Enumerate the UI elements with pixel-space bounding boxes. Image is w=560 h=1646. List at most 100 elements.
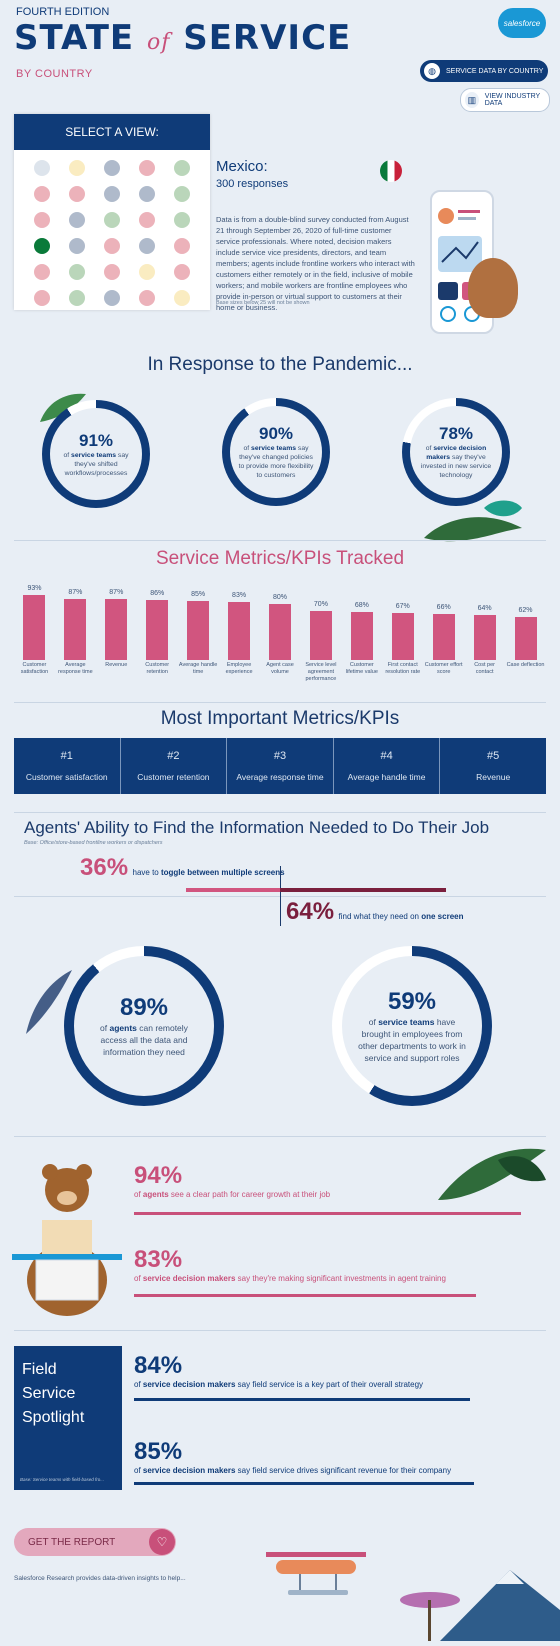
metric-bar-value: 70% — [313, 601, 328, 608]
view-industry-data-button[interactable]: ▥ VIEW INDUSTRY DATA — [460, 88, 550, 112]
kpi-rank: #4 — [380, 750, 393, 762]
country-flag-icon[interactable] — [174, 264, 191, 280]
kpi-cell: #5 Revenue — [440, 738, 546, 794]
metric-bar — [514, 616, 537, 660]
country-flag-icon[interactable] — [68, 212, 85, 228]
country-flag-icon[interactable] — [103, 264, 120, 280]
get-the-report-button[interactable]: GET THE REPORT ♡ — [14, 1528, 176, 1556]
pandemic-pct-1: 91% — [78, 430, 114, 450]
metric-category-label: Cost per contact — [474, 662, 495, 675]
metric-bar — [432, 613, 455, 660]
bear-mascot-illustration — [12, 1150, 122, 1325]
service-teams-text: of service teams have brought in employe… — [358, 1017, 466, 1063]
country-flag-icon[interactable] — [174, 186, 191, 202]
pandemic-heading: In Response to the Pandemic... — [147, 354, 413, 375]
agents-pct: 89% — [119, 994, 169, 1021]
career-pct-2: 83% — [134, 1246, 183, 1273]
toggle-stat: 36% have to toggle between multiple scre… — [80, 854, 285, 882]
seaplane-illustration — [266, 1530, 376, 1615]
pandemic-text-3: of service decision makers say they've i… — [420, 445, 492, 479]
country-flag-icon[interactable] — [103, 160, 120, 176]
mexico-flag-icon — [380, 160, 402, 182]
country-flag-icon[interactable] — [33, 264, 50, 280]
important-kpi-table: #1 Customer satisfaction #2 Customer retent… — [14, 738, 546, 794]
kpi-rank: #3 — [273, 750, 287, 762]
salesforce-logo[interactable]: salesforce — [498, 8, 546, 38]
country-flag-icon[interactable] — [68, 290, 85, 306]
agents-heading: Agents' Ability to Find the Information … — [24, 818, 490, 837]
service-data-by-country-button[interactable]: ◍ SERVICE DATA BY COUNTRY — [420, 60, 548, 82]
flag-grid — [14, 150, 210, 316]
field-pct-2: 85% — [134, 1438, 183, 1465]
country-flag-icon[interactable] — [174, 238, 191, 254]
get-report-label: GET THE REPORT — [28, 1536, 116, 1548]
metric-category-label: Average response time — [58, 662, 93, 675]
country-flag-icon[interactable] — [68, 160, 85, 176]
country-flag-icon[interactable] — [103, 238, 120, 254]
country-flag-icon[interactable] — [139, 186, 156, 202]
kpi-name: Revenue — [476, 772, 511, 782]
country-flag-icon[interactable] — [33, 212, 50, 228]
metric-bar-value: 67% — [395, 603, 410, 611]
country-flag-icon[interactable] — [139, 290, 156, 306]
metric-category-label: Agent case volume — [266, 662, 294, 675]
tropical-leaf-icon — [438, 1140, 548, 1215]
career-stat-1: 94% of agents see a clear path for caree… — [134, 1162, 330, 1199]
base-note: Base sizes below 25 will not be shown — [216, 300, 310, 306]
country-flag-icon[interactable] — [68, 264, 85, 280]
metric-bar-value: 85% — [191, 590, 206, 598]
country-flag-icon[interactable] — [174, 212, 191, 228]
country-flag-icon[interactable] — [68, 238, 85, 254]
metric-bar — [391, 613, 414, 660]
country-flag-icon[interactable] — [139, 160, 156, 176]
career-stat-2: 83% of service decision makers say they'… — [134, 1246, 446, 1283]
metric-category-label: Average handle time — [178, 662, 218, 675]
country-flag-icon[interactable] — [33, 186, 50, 202]
country-flag-icon[interactable] — [174, 290, 191, 306]
metric-bar-value: 62% — [518, 606, 533, 614]
metric-category-label: Customer lifetime value — [345, 662, 378, 675]
metric-bar — [146, 599, 169, 660]
astro-mascot-illustration — [468, 258, 518, 318]
country-flag-icon[interactable] — [139, 264, 156, 280]
fern-icon — [22, 966, 74, 1041]
country-flag-icon[interactable] — [33, 160, 50, 176]
service-teams-pct: 59% — [387, 988, 437, 1015]
field-service-box: Field Service Spotlight Base: Service te… — [14, 1346, 122, 1490]
response-count: 300 responses — [216, 178, 289, 190]
title-of: of — [146, 30, 171, 55]
country-flag-icon[interactable] — [33, 238, 50, 254]
divider — [14, 540, 546, 541]
field-text-2: of service decision makers say field ser… — [134, 1466, 452, 1475]
country-flag-icon[interactable] — [103, 290, 120, 306]
pandemic-pct-3: 78% — [438, 424, 474, 443]
kpi-cell: #3 Average response time — [227, 738, 334, 794]
metric-bar-value: 64% — [477, 605, 492, 613]
country-flag-icon[interactable] — [139, 212, 156, 228]
country-flag-icon[interactable] — [103, 186, 120, 202]
pandemic-pct-2: 90% — [258, 424, 294, 443]
metric-bar-value: 93% — [27, 584, 42, 592]
divider — [14, 812, 546, 813]
heart-icon: ♡ — [149, 1529, 175, 1555]
metric-bar — [473, 615, 496, 660]
metric-category-label: Employee experience — [225, 662, 253, 675]
footer-note: Salesforce Research provides data-driven… — [14, 1575, 186, 1582]
metric-bar-value: 68% — [354, 602, 369, 610]
one-screen-bar — [280, 888, 447, 892]
field-bar-2 — [134, 1482, 474, 1485]
field-bar-1 — [134, 1398, 470, 1401]
country-flag-icon[interactable] — [139, 238, 156, 254]
toggle-bar — [186, 888, 280, 892]
country-flag-icon[interactable] — [68, 186, 85, 202]
country-flag-icon[interactable] — [103, 212, 120, 228]
kpi-cell: #1 Customer satisfaction — [14, 738, 121, 794]
country-flag-icon[interactable] — [33, 290, 50, 306]
metric-category-label: Customer effort score — [424, 662, 463, 675]
kpi-name: Customer retention — [137, 772, 210, 782]
divider — [14, 702, 546, 703]
metric-bar — [269, 604, 291, 660]
country-flag-icon[interactable] — [174, 160, 191, 176]
metric-bar-value: 80% — [272, 594, 287, 601]
pandemic-text-1: of service teams say they've shifted wor… — [63, 451, 129, 477]
